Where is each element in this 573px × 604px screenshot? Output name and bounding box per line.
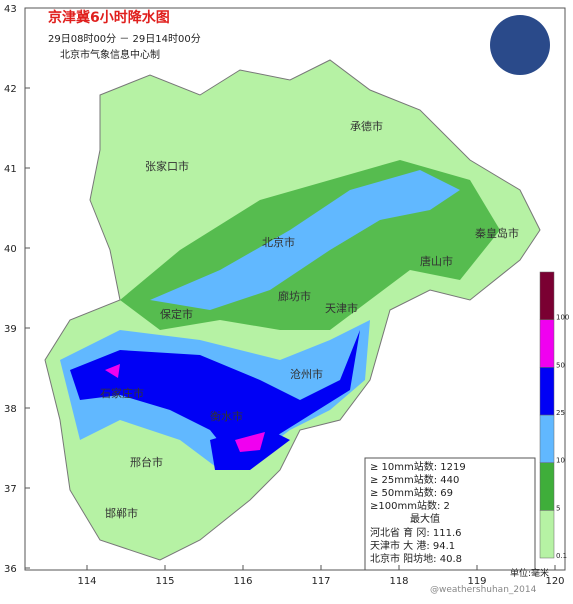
stats-max-line: 天津市 大 港: 94.1 — [370, 539, 455, 552]
map-title: 京津冀6小时降水图 — [48, 9, 170, 26]
watermark: @weathershuhan_2014 — [430, 585, 537, 595]
city-label: 天津市 — [325, 301, 358, 315]
city-label: 邢台市 — [130, 455, 163, 469]
legend-swatch — [539, 271, 555, 320]
legend-label: 25 — [556, 409, 565, 417]
stats-max-line: 北京市 阳坊地: 40.8 — [370, 552, 462, 565]
city-label: 承德市 — [350, 119, 383, 133]
rain-area — [150, 170, 460, 310]
stats-box — [364, 457, 536, 571]
city-label: 邯郸市 — [105, 506, 138, 520]
legend-swatch — [539, 367, 555, 416]
lon-label: 117 — [311, 576, 330, 587]
legend-label: 0.1 — [556, 552, 567, 560]
city-label: 廊坊市 — [278, 289, 311, 303]
rain-area — [105, 364, 120, 378]
rain-area — [70, 330, 360, 455]
lon-label: 118 — [389, 576, 408, 587]
lat-label: 39 — [4, 324, 17, 335]
rain-area — [235, 432, 265, 452]
lon-label: 116 — [233, 576, 252, 587]
lon-label: 119 — [467, 576, 486, 587]
lon-label: 115 — [155, 576, 174, 587]
producer: 北京市气象信息中心制 — [60, 48, 160, 61]
legend-swatch — [539, 510, 555, 559]
city-label: 保定市 — [160, 307, 193, 321]
lat-label: 40 — [4, 244, 17, 255]
legend-swatch — [539, 462, 555, 511]
legend-label: 100 — [556, 314, 569, 322]
lat-label: 37 — [4, 484, 17, 495]
legend-unit: 单位:毫米 — [510, 567, 549, 579]
stats-line: ≥ 50mm站数: 69 — [370, 486, 453, 499]
lon-label: 114 — [77, 576, 96, 587]
city-label: 石家庄市 — [100, 386, 144, 400]
city-label: 秦皇岛市 — [475, 226, 519, 240]
map-subtitle: 29日08时00分 － 29日14时00分 — [48, 33, 201, 45]
city-label: 张家口市 — [145, 159, 189, 173]
city-label: 衡水市 — [210, 409, 243, 423]
city-label: 沧州市 — [290, 367, 323, 381]
city-label: 唐山市 — [420, 254, 453, 268]
legend-swatch — [539, 319, 555, 368]
lat-label: 36 — [4, 564, 17, 575]
logo — [490, 15, 550, 75]
stats-line: ≥100mm站数: 2 — [370, 499, 450, 512]
lat-label: 43 — [4, 4, 17, 15]
legend-label: 50 — [556, 361, 565, 369]
stats-line: ≥ 25mm站数: 440 — [370, 473, 459, 486]
lat-label: 41 — [4, 164, 17, 175]
legend-swatch — [539, 414, 555, 463]
lat-label: 38 — [4, 404, 17, 415]
city-label: 北京市 — [262, 235, 295, 249]
legend-label: 5 — [556, 504, 560, 512]
stats-max-title: 最大值 — [410, 512, 440, 525]
lat-label: 42 — [4, 84, 17, 95]
stats-max-line: 河北省 育 冈: 111.6 — [370, 526, 462, 539]
stats-line: ≥ 10mm站数: 1219 — [370, 460, 466, 473]
legend-label: 10 — [556, 457, 565, 465]
lon-label: 120 — [545, 576, 564, 587]
